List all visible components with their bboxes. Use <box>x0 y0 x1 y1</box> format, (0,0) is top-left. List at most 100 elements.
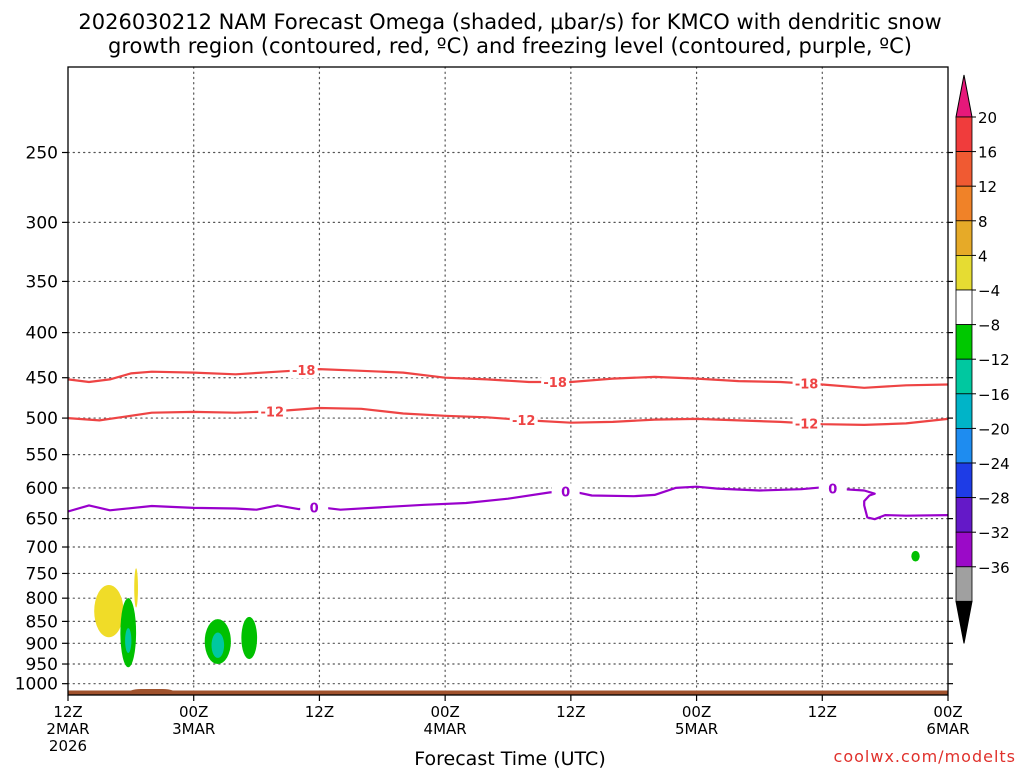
contour-label: 0 <box>828 482 837 497</box>
y-tick-label: 500 <box>26 409 58 429</box>
contour-label: -18 <box>795 378 819 393</box>
x-tick-label: 6MAR <box>926 720 969 738</box>
omega-shaded-area <box>911 550 920 562</box>
y-axis-ticks: 2503003504004505005506006507007508008509… <box>15 143 953 695</box>
colorbar-bottom-arrow <box>955 600 973 644</box>
colorbar-label: −28 <box>978 490 1010 508</box>
colorbar-swatch <box>955 185 973 222</box>
colorbar-swatch <box>955 151 973 187</box>
colorbar-label: −16 <box>978 386 1010 404</box>
colorbar-swatch <box>955 324 973 360</box>
colorbar-swatch <box>955 220 973 256</box>
colorbar-label: 16 <box>978 144 997 162</box>
y-tick-label: 250 <box>26 143 58 163</box>
x-tick-label: 12Z <box>53 703 82 721</box>
y-tick-label: 650 <box>26 510 58 530</box>
contour-line <box>67 368 949 389</box>
colorbar-swatch <box>955 393 973 429</box>
plot-frame <box>67 66 949 696</box>
x-axis-label: Forecast Time (UTC) <box>414 748 605 768</box>
x-tick-label: 4MAR <box>424 720 467 738</box>
x-tick-label: 2026 <box>49 737 87 755</box>
y-tick-label: 950 <box>26 655 58 675</box>
contour-label: 0 <box>561 485 570 500</box>
colorbar-swatch <box>955 254 973 291</box>
contour-lines: -18 -18 -18 -12 -12 -12 0 0 0 <box>67 362 949 521</box>
watermark: coolwx.com/modelts <box>834 747 1016 766</box>
contour-label-bg <box>289 362 318 379</box>
contour-label-bg <box>792 415 821 432</box>
chart-title-line1: 2026030212 NAM Forecast Omega (shaded, μ… <box>78 10 941 34</box>
contour-label: -18 <box>292 364 316 379</box>
omega-shaded-area <box>211 632 225 658</box>
colorbar-label: −8 <box>978 317 1000 335</box>
contour-label: -12 <box>261 405 285 420</box>
y-tick-label: 400 <box>26 324 58 344</box>
colorbar-label: 4 <box>978 247 988 265</box>
y-tick-label: 850 <box>26 612 58 632</box>
omega-shaded-area <box>94 585 124 638</box>
contour-label-bg <box>551 483 580 500</box>
colorbar-swatch <box>955 116 973 152</box>
colorbar-swatch <box>955 566 973 602</box>
grid-lines <box>67 66 949 696</box>
x-tick-label: 5MAR <box>675 720 718 738</box>
colorbar-top-arrow <box>955 74 973 118</box>
colorbar-label: −20 <box>978 420 1010 438</box>
contour-label-bg <box>792 375 821 392</box>
colorbar-swatch <box>955 462 973 498</box>
y-tick-label: 900 <box>26 634 58 654</box>
colorbar-swatch <box>955 531 973 568</box>
ground-band <box>68 690 948 695</box>
colorbar-swatch <box>955 497 973 533</box>
contour-label: -12 <box>795 417 819 432</box>
contour-label-bg <box>258 403 287 420</box>
omega-shaded-area <box>241 616 258 660</box>
colorbar-legend: 20 16 12 8 4 −4 −8 −12 −16 −20 −24 −28 −32 −36 <box>955 74 1010 644</box>
colorbar-label: −4 <box>978 282 1000 300</box>
colorbar-label: −36 <box>978 559 1010 577</box>
colorbar-swatch <box>955 289 973 325</box>
x-tick-label: 00Z <box>933 703 962 721</box>
x-tick-label: 3MAR <box>172 720 215 738</box>
contour-label-bg <box>509 411 538 428</box>
contour-label: -18 <box>543 376 567 391</box>
colorbar-swatch <box>955 358 973 395</box>
omega-shaded-area <box>125 628 132 653</box>
y-tick-label: 1000 <box>15 675 58 695</box>
y-tick-label: 800 <box>26 589 58 609</box>
y-tick-label: 600 <box>26 479 58 499</box>
y-tick-label: 700 <box>26 538 58 558</box>
contour-label-bg <box>541 373 570 390</box>
y-tick-label: 350 <box>26 272 58 292</box>
colorbar-label: −12 <box>978 351 1010 369</box>
x-tick-label: 12Z <box>305 703 334 721</box>
contour-label-bg <box>818 480 847 497</box>
colorbar-swatch <box>955 427 973 464</box>
colorbar-label: −32 <box>978 524 1010 542</box>
colorbar-label: 20 <box>978 109 997 127</box>
chart-title-line2: growth region (contoured, red, ºC) and f… <box>108 34 912 58</box>
contour-line <box>67 485 949 521</box>
ground-layer <box>68 689 948 695</box>
x-tick-label: 12Z <box>556 703 585 721</box>
y-tick-label: 550 <box>26 446 58 466</box>
omega-shaded-area <box>134 568 138 608</box>
x-tick-label: 00Z <box>682 703 711 721</box>
colorbar-label: 12 <box>978 178 997 196</box>
x-tick-label: 00Z <box>179 703 208 721</box>
contour-label: -12 <box>512 414 536 429</box>
y-tick-label: 750 <box>26 564 58 584</box>
omega-shading <box>94 550 920 668</box>
contour-label-bg <box>300 499 329 516</box>
y-tick-label: 450 <box>26 369 58 389</box>
colorbar-label: −24 <box>978 455 1010 473</box>
contour-label: 0 <box>310 502 319 517</box>
x-tick-label: 00Z <box>430 703 459 721</box>
x-tick-label: 12Z <box>808 703 837 721</box>
colorbar-label: 8 <box>978 213 988 231</box>
y-tick-label: 300 <box>26 213 58 233</box>
ground-bump <box>130 689 173 691</box>
